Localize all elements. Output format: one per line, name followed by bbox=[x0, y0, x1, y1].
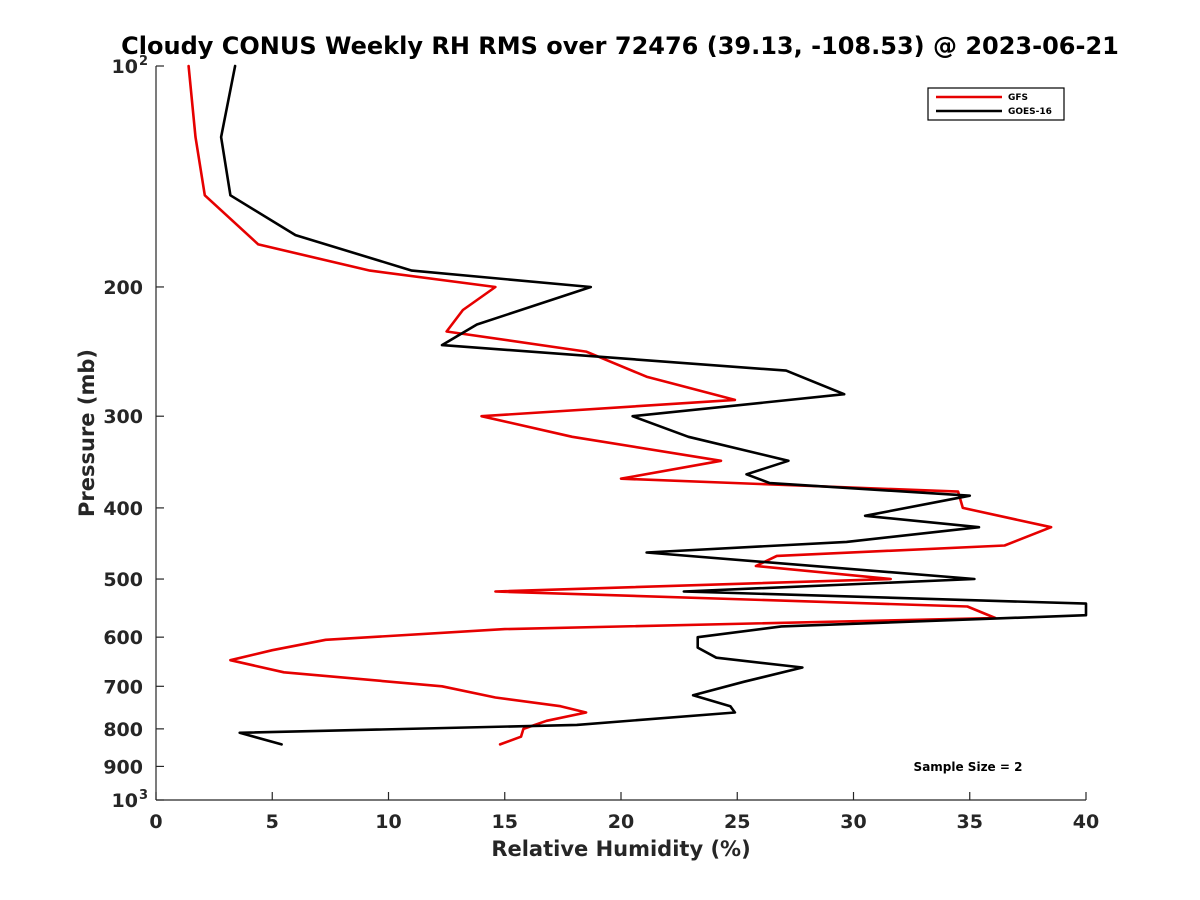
y-tick-label: 400 bbox=[103, 498, 143, 520]
sample-size-annotation: Sample Size = 2 bbox=[914, 760, 1023, 774]
x-axis-label: Relative Humidity (%) bbox=[491, 837, 750, 861]
x-tick-label: 30 bbox=[840, 811, 866, 833]
x-tick-label: 35 bbox=[957, 811, 983, 833]
legend-box bbox=[927, 87, 1065, 121]
y-tick-exponent: 2 bbox=[139, 54, 148, 69]
legend: GFS GOES-16 bbox=[927, 87, 1065, 121]
series-line-gfs bbox=[187, 64, 1053, 746]
y-tick-label: 800 bbox=[103, 719, 143, 741]
x-tick-label: 25 bbox=[724, 811, 750, 833]
y-tick-label: 300 bbox=[103, 406, 143, 428]
series-layer bbox=[187, 64, 1088, 746]
y-tick-exponent: 3 bbox=[139, 788, 148, 803]
y-tick-label: 500 bbox=[103, 569, 143, 591]
y-tick-label: 10 bbox=[112, 56, 138, 78]
x-tick-label: 10 bbox=[375, 811, 401, 833]
x-tick-label: 15 bbox=[492, 811, 518, 833]
y-tick-label: 700 bbox=[103, 676, 143, 698]
legend-label-gfs: GFS bbox=[1008, 93, 1028, 103]
x-ticks: 0 5 10 15 20 25 30 35 40 bbox=[149, 792, 1099, 833]
y-tick-label: 10 bbox=[112, 790, 138, 812]
x-tick-label: 40 bbox=[1073, 811, 1099, 833]
y-tick-label: 600 bbox=[103, 627, 143, 649]
y-tick-label: 200 bbox=[103, 277, 143, 299]
y-axis-label: Pressure (mb) bbox=[75, 349, 99, 517]
x-tick-label: 0 bbox=[149, 811, 162, 833]
chart-title: Cloudy CONUS Weekly RH RMS over 72476 (3… bbox=[121, 32, 1119, 60]
x-tick-label: 20 bbox=[608, 811, 634, 833]
legend-label-goes-16: GOES-16 bbox=[1008, 107, 1052, 117]
y-tick-label: 900 bbox=[103, 756, 143, 778]
series-line-goes-16 bbox=[219, 64, 1088, 746]
x-tick-label: 5 bbox=[266, 811, 279, 833]
